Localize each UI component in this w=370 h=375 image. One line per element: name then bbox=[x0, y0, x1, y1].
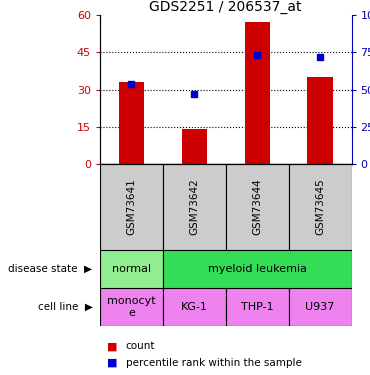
Text: GSM73641: GSM73641 bbox=[126, 178, 137, 235]
Bar bbox=[289, 164, 352, 249]
Text: KG-1: KG-1 bbox=[181, 302, 208, 312]
Text: normal: normal bbox=[112, 264, 151, 274]
Bar bbox=[182, 129, 207, 164]
Bar bbox=[100, 164, 163, 249]
Bar bbox=[163, 164, 226, 249]
Text: U937: U937 bbox=[305, 302, 335, 312]
Text: THP-1: THP-1 bbox=[241, 302, 273, 312]
Bar bbox=[289, 288, 352, 326]
Bar bbox=[245, 22, 270, 164]
Text: GSM73645: GSM73645 bbox=[315, 178, 325, 235]
Bar bbox=[307, 77, 333, 164]
Bar bbox=[226, 288, 289, 326]
Point bbox=[317, 54, 323, 60]
Bar bbox=[100, 288, 163, 326]
Text: monocyt
e: monocyt e bbox=[107, 296, 156, 318]
Point bbox=[191, 91, 197, 97]
Point bbox=[254, 52, 260, 58]
Bar bbox=[163, 288, 226, 326]
Bar bbox=[119, 82, 144, 164]
Text: count: count bbox=[126, 341, 155, 351]
Bar bbox=[100, 249, 163, 288]
Bar bbox=[163, 249, 352, 288]
Point bbox=[128, 81, 134, 87]
Bar bbox=[226, 164, 289, 249]
Text: disease state  ▶: disease state ▶ bbox=[9, 264, 93, 274]
Text: cell line  ▶: cell line ▶ bbox=[38, 302, 92, 312]
Text: percentile rank within the sample: percentile rank within the sample bbox=[126, 358, 302, 368]
Text: ■: ■ bbox=[107, 358, 118, 368]
Text: GSM73642: GSM73642 bbox=[189, 178, 199, 235]
Title: GDS2251 / 206537_at: GDS2251 / 206537_at bbox=[149, 0, 302, 14]
Text: myeloid leukemia: myeloid leukemia bbox=[208, 264, 307, 274]
Text: ■: ■ bbox=[107, 341, 118, 351]
Text: GSM73644: GSM73644 bbox=[252, 178, 262, 235]
